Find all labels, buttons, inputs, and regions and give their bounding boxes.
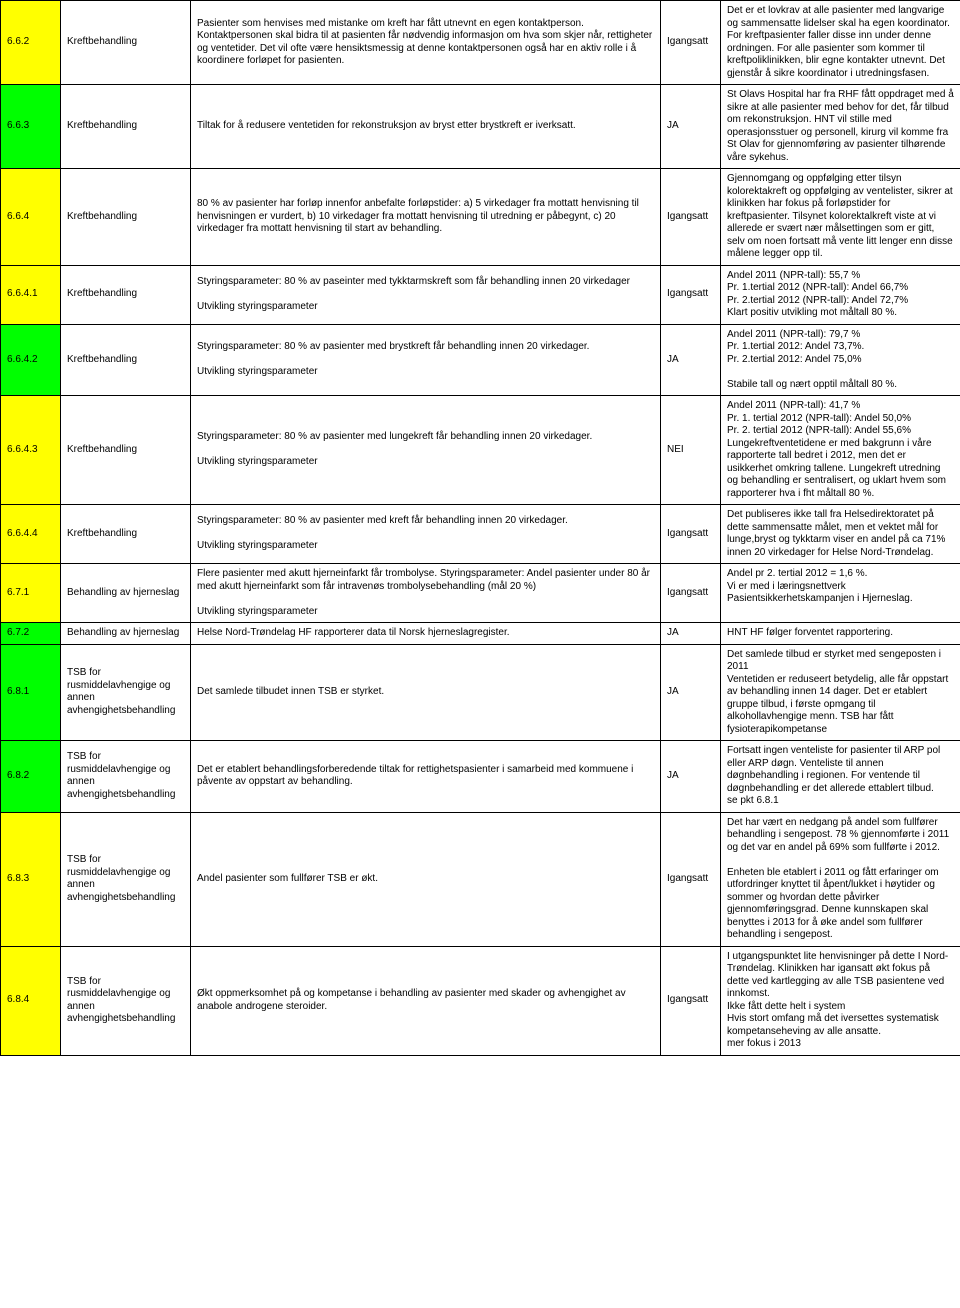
row-description: Styringsparameter: 80 % av pasienter med…	[191, 505, 661, 564]
row-category: Kreftbehandling	[61, 396, 191, 505]
row-description: 80 % av pasienter har forløp innenfor an…	[191, 169, 661, 266]
row-comment: Andel pr 2. tertial 2012 = 1,6 %. Vi er …	[721, 564, 960, 623]
row-category: Kreftbehandling	[61, 324, 191, 396]
row-id: 6.8.2	[1, 741, 61, 813]
row-description: Andel pasienter som fullfører TSB er økt…	[191, 812, 661, 946]
table-row: 6.6.2KreftbehandlingPasienter som henvis…	[1, 1, 960, 85]
table-row: 6.8.4TSB for rusmiddelavhengige og annen…	[1, 946, 960, 1055]
row-id: 6.8.1	[1, 644, 61, 741]
row-id: 6.6.4	[1, 169, 61, 266]
table-row: 6.8.2TSB for rusmiddelavhengige og annen…	[1, 741, 960, 813]
row-comment: Gjennomgang og oppfølging etter tilsyn k…	[721, 169, 960, 266]
row-status: JA	[661, 85, 721, 169]
row-category: Kreftbehandling	[61, 169, 191, 266]
row-id: 6.6.4.4	[1, 505, 61, 564]
row-status: Igangsatt	[661, 169, 721, 266]
row-status: Igangsatt	[661, 1, 721, 85]
table-row: 6.6.4.3KreftbehandlingStyringsparameter:…	[1, 396, 960, 505]
row-status: Igangsatt	[661, 812, 721, 946]
row-description: Styringsparameter: 80 % av pasienter med…	[191, 396, 661, 505]
row-comment: Det samlede tilbud er styrket med sengep…	[721, 644, 960, 741]
table-row: 6.6.4.1KreftbehandlingStyringsparameter:…	[1, 265, 960, 324]
row-id: 6.8.3	[1, 812, 61, 946]
row-comment: St Olavs Hospital har fra RHF fått oppdr…	[721, 85, 960, 169]
table-row: 6.8.1TSB for rusmiddelavhengige og annen…	[1, 644, 960, 741]
row-comment: HNT HF følger forventet rapportering.	[721, 623, 960, 645]
row-category: Kreftbehandling	[61, 1, 191, 85]
row-id: 6.7.2	[1, 623, 61, 645]
row-category: Kreftbehandling	[61, 265, 191, 324]
row-id: 6.6.3	[1, 85, 61, 169]
table-row: 6.7.2Behandling av hjerneslagHelse Nord-…	[1, 623, 960, 645]
row-comment: Det er et lovkrav at alle pasienter med …	[721, 1, 960, 85]
row-category: Behandling av hjerneslag	[61, 564, 191, 623]
row-comment: I utgangspunktet lite henvisninger på de…	[721, 946, 960, 1055]
row-id: 6.6.4.2	[1, 324, 61, 396]
row-category: TSB for rusmiddelavhengige og annen avhe…	[61, 741, 191, 813]
table-row: 6.8.3TSB for rusmiddelavhengige og annen…	[1, 812, 960, 946]
table-row: 6.6.3KreftbehandlingTiltak for å reduser…	[1, 85, 960, 169]
row-comment: Andel 2011 (NPR-tall): 55,7 % Pr. 1.tert…	[721, 265, 960, 324]
row-id: 6.6.2	[1, 1, 61, 85]
row-category: TSB for rusmiddelavhengige og annen avhe…	[61, 946, 191, 1055]
report-table: 6.6.2KreftbehandlingPasienter som henvis…	[0, 0, 960, 1056]
row-status: Igangsatt	[661, 946, 721, 1055]
row-category: Kreftbehandling	[61, 505, 191, 564]
row-comment: Andel 2011 (NPR-tall): 41,7 % Pr. 1. ter…	[721, 396, 960, 505]
table-row: 6.6.4Kreftbehandling80 % av pasienter ha…	[1, 169, 960, 266]
row-category: TSB for rusmiddelavhengige og annen avhe…	[61, 644, 191, 741]
row-status: JA	[661, 644, 721, 741]
row-comment: Det har vært en nedgang på andel som ful…	[721, 812, 960, 946]
row-category: Kreftbehandling	[61, 85, 191, 169]
row-comment: Fortsatt ingen venteliste for pasienter …	[721, 741, 960, 813]
row-id: 6.6.4.1	[1, 265, 61, 324]
row-status: Igangsatt	[661, 564, 721, 623]
row-category: TSB for rusmiddelavhengige og annen avhe…	[61, 812, 191, 946]
row-comment: Det publiseres ikke tall fra Helsedirekt…	[721, 505, 960, 564]
row-status: Igangsatt	[661, 265, 721, 324]
row-status: JA	[661, 741, 721, 813]
row-status: JA	[661, 324, 721, 396]
row-id: 6.8.4	[1, 946, 61, 1055]
row-description: Flere pasienter med akutt hjerneinfarkt …	[191, 564, 661, 623]
row-comment: Andel 2011 (NPR-tall): 79,7 % Pr. 1.tert…	[721, 324, 960, 396]
table-row: 6.6.4.2KreftbehandlingStyringsparameter:…	[1, 324, 960, 396]
row-status: NEI	[661, 396, 721, 505]
row-description: Det er etablert behandlingsforberedende …	[191, 741, 661, 813]
row-category: Behandling av hjerneslag	[61, 623, 191, 645]
row-description: Pasienter som henvises med mistanke om k…	[191, 1, 661, 85]
row-status: JA	[661, 623, 721, 645]
row-id: 6.6.4.3	[1, 396, 61, 505]
row-id: 6.7.1	[1, 564, 61, 623]
row-description: Styringsparameter: 80 % av paseinter med…	[191, 265, 661, 324]
table-row: 6.7.1Behandling av hjerneslagFlere pasie…	[1, 564, 960, 623]
row-description: Tiltak for å redusere ventetiden for rek…	[191, 85, 661, 169]
row-description: Styringsparameter: 80 % av pasienter med…	[191, 324, 661, 396]
row-status: Igangsatt	[661, 505, 721, 564]
table-row: 6.6.4.4KreftbehandlingStyringsparameter:…	[1, 505, 960, 564]
row-description: Det samlede tilbudet innen TSB er styrke…	[191, 644, 661, 741]
row-description: Økt oppmerksomhet på og kompetanse i beh…	[191, 946, 661, 1055]
row-description: Helse Nord-Trøndelag HF rapporterer data…	[191, 623, 661, 645]
